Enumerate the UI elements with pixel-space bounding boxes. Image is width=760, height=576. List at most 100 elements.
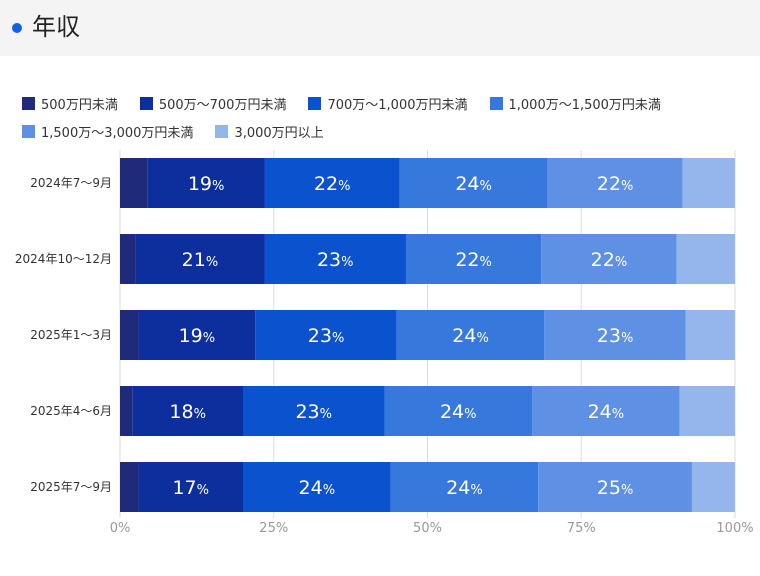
data-label: 17% bbox=[172, 477, 209, 499]
x-tick-label: 0% bbox=[110, 521, 131, 536]
data-label-value: 24 bbox=[446, 477, 470, 499]
data-label: 24% bbox=[446, 477, 483, 499]
data-label-unit: % bbox=[323, 483, 335, 498]
section-title: 年収 bbox=[32, 13, 80, 41]
data-label-unit: % bbox=[621, 179, 633, 194]
data-label-value: 23 bbox=[597, 325, 621, 347]
data-label-unit: % bbox=[476, 331, 488, 346]
x-tick-label: 100% bbox=[716, 521, 753, 536]
category-label: 2025年7〜9月 bbox=[30, 480, 112, 494]
data-label: 22% bbox=[455, 249, 492, 271]
data-label-value: 22 bbox=[597, 173, 621, 195]
section-header: 年収 bbox=[0, 0, 760, 56]
data-label: 24% bbox=[452, 325, 489, 347]
bar-segment bbox=[685, 310, 735, 360]
bar-segment bbox=[384, 386, 533, 436]
data-label-unit: % bbox=[615, 255, 627, 270]
data-label-value: 23 bbox=[295, 401, 319, 423]
data-label-unit: % bbox=[197, 483, 209, 498]
data-label-unit: % bbox=[341, 255, 353, 270]
x-tick-label: 50% bbox=[413, 521, 442, 536]
bar-segment bbox=[541, 234, 677, 284]
bar-segment bbox=[255, 310, 397, 360]
legend-label: 1,000万〜1,500万円未満 bbox=[508, 97, 661, 113]
data-label-value: 21 bbox=[182, 249, 206, 271]
bar-segment bbox=[120, 234, 136, 284]
data-label-unit: % bbox=[212, 179, 224, 194]
data-label: 25% bbox=[597, 477, 634, 499]
data-label: 23% bbox=[317, 249, 354, 271]
bar-segment bbox=[120, 310, 139, 360]
bar-segment bbox=[132, 386, 243, 436]
category-label: 2025年1〜3月 bbox=[30, 328, 112, 342]
bullet-dot-icon bbox=[12, 23, 22, 33]
data-label: 22% bbox=[591, 249, 628, 271]
data-label-value: 24 bbox=[588, 401, 612, 423]
x-tick-label: 25% bbox=[259, 521, 288, 536]
data-label: 24% bbox=[440, 401, 477, 423]
data-label-unit: % bbox=[203, 331, 215, 346]
data-label-value: 22 bbox=[314, 173, 338, 195]
data-label-value: 24 bbox=[452, 325, 476, 347]
bar-segment bbox=[547, 158, 683, 208]
data-label-unit: % bbox=[480, 179, 492, 194]
bar-segment bbox=[538, 462, 692, 512]
data-label: 22% bbox=[314, 173, 351, 195]
legend-item: 1,000万〜1,500万円未満 bbox=[489, 94, 661, 113]
bar-segment bbox=[691, 462, 735, 512]
legend-swatch bbox=[308, 96, 322, 110]
legend-swatch bbox=[139, 96, 153, 110]
legend-item: 700万〜1,000万円未満 bbox=[308, 94, 468, 113]
bar-segment bbox=[676, 234, 735, 284]
legend-swatch bbox=[489, 96, 503, 110]
data-label-unit: % bbox=[194, 407, 206, 422]
legend-label: 500万円未満 bbox=[41, 97, 118, 113]
data-label-value: 23 bbox=[308, 325, 332, 347]
bar-segment bbox=[120, 158, 148, 208]
data-label-value: 22 bbox=[455, 249, 479, 271]
data-label-value: 19 bbox=[179, 325, 203, 347]
legend-item: 500万円未満 bbox=[22, 94, 118, 113]
data-label-unit: % bbox=[206, 255, 218, 270]
data-label-value: 19 bbox=[188, 173, 212, 195]
data-label-value: 23 bbox=[317, 249, 341, 271]
bar-segment bbox=[138, 310, 256, 360]
legend-label: 500万〜700万円未満 bbox=[158, 97, 287, 113]
bar-segment bbox=[264, 158, 400, 208]
bar-segment bbox=[544, 310, 686, 360]
bar-segment bbox=[243, 386, 385, 436]
data-label-value: 24 bbox=[299, 477, 323, 499]
legend-row: 1,500万〜3,000万円未満 3,000万円以上 bbox=[22, 120, 752, 142]
category-label: 2025年4〜6月 bbox=[30, 404, 112, 418]
bar-segment bbox=[243, 462, 391, 512]
data-label-unit: % bbox=[470, 483, 482, 498]
data-label: 19% bbox=[179, 325, 216, 347]
data-label-unit: % bbox=[480, 255, 492, 270]
legend-swatch bbox=[22, 96, 35, 110]
bar-segment bbox=[396, 310, 545, 360]
data-label: 24% bbox=[588, 401, 625, 423]
data-label: 23% bbox=[295, 401, 332, 423]
data-label: 18% bbox=[169, 401, 206, 423]
bar-segment bbox=[679, 386, 735, 436]
bar-segment bbox=[682, 158, 735, 208]
data-label: 19% bbox=[188, 173, 225, 195]
data-label-unit: % bbox=[332, 331, 344, 346]
bar-segment bbox=[138, 462, 243, 512]
data-label-value: 18 bbox=[169, 401, 193, 423]
data-label-unit: % bbox=[621, 483, 633, 498]
data-label-value: 24 bbox=[440, 401, 464, 423]
data-label-value: 22 bbox=[591, 249, 615, 271]
legend-item: 3,000万円以上 bbox=[215, 122, 324, 141]
data-label-unit: % bbox=[320, 407, 332, 422]
data-label: 24% bbox=[455, 173, 492, 195]
bar-segment bbox=[405, 234, 542, 284]
bar-segment bbox=[532, 386, 680, 436]
data-label: 23% bbox=[597, 325, 634, 347]
bar-segment bbox=[399, 158, 548, 208]
legend-label: 700万〜1,000万円未満 bbox=[327, 97, 468, 113]
data-label-unit: % bbox=[338, 179, 350, 194]
data-label-unit: % bbox=[464, 407, 476, 422]
data-label-unit: % bbox=[621, 331, 633, 346]
